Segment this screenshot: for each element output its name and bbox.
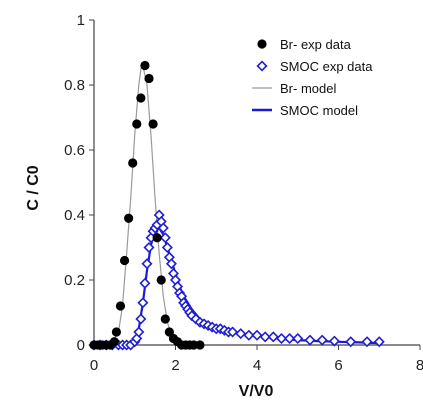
smoc-exp-data-point [328, 335, 340, 347]
smoc-exp-data-point [157, 222, 169, 234]
br-exp-data-point [119, 255, 130, 266]
smoc-exp-data-point [267, 331, 279, 343]
smoc-exp-data-point [227, 326, 239, 338]
br-exp-data-point [152, 233, 162, 243]
smoc-exp-data-point [292, 332, 304, 345]
br-exp-data-series [89, 60, 205, 350]
smoc-exp-data-point [243, 329, 255, 341]
legend-item-smoc-exp-data: SMOC exp data [256, 59, 373, 74]
br-exp-data-point [148, 119, 158, 129]
smoc-exp-data-point [304, 334, 316, 346]
br-exp-data-point [124, 213, 134, 223]
smoc-exp-data-point [373, 336, 385, 348]
y-axis-title: C / C0 [25, 165, 42, 210]
legend-swatch [256, 60, 268, 72]
legend-swatch [257, 39, 267, 49]
smoc-exp-data-point [159, 232, 171, 244]
y-tick-label: 0.2 [64, 272, 85, 289]
br-exp-data-point [144, 73, 154, 84]
legend-item-br-exp-data: Br- exp data [257, 37, 352, 52]
br-exp-data-point [115, 301, 126, 311]
smoc-exp-data-point [137, 297, 149, 309]
smoc-exp-data-point [361, 336, 373, 348]
smoc-exp-data-point [284, 332, 296, 345]
smoc-exp-data-series [88, 209, 385, 351]
tick-labels: 0 2 4 6 8 0 0.2 0.4 0.6 0.8 1 [64, 12, 423, 374]
br-exp-data-point [140, 60, 150, 71]
x-tick-label: 2 [171, 357, 179, 374]
smoc-exp-data-point [259, 331, 271, 343]
x-tick-label: 8 [416, 357, 423, 374]
smoc-exp-data-point [251, 329, 263, 341]
br-exp-data-point [136, 93, 146, 103]
legend: Br- exp data SMOC exp data Br- model SMOC m… [252, 37, 373, 118]
smoc-exp-data-point [161, 241, 173, 254]
x-tick-label: 0 [90, 357, 98, 374]
y-tick-label: 0 [77, 337, 85, 354]
y-tick-label: 1 [77, 12, 85, 29]
smoc-exp-data-point [139, 277, 151, 289]
legend-label: Br- exp data [280, 37, 352, 52]
br-exp-data-point [111, 327, 122, 337]
smoc-exp-data-point [275, 332, 287, 345]
legend-label: SMOC exp data [280, 59, 373, 74]
smoc-exp-data-point [133, 326, 145, 338]
smoc-exp-data-point [141, 258, 153, 270]
legend-item-br-model: Br- model [252, 81, 336, 96]
legend-label: Br- model [280, 81, 336, 96]
smoc-exp-data-point [165, 258, 177, 270]
smoc-exp-data-point [143, 241, 155, 254]
smoc-exp-data-point [235, 328, 247, 340]
br-exp-data-point [195, 340, 205, 350]
smoc-exp-data-point [135, 313, 147, 325]
y-tick-label: 0.6 [64, 142, 85, 159]
smoc-exp-data-point [316, 334, 328, 346]
br-exp-data-point [156, 275, 166, 285]
legend-item-smoc-model: SMOC model [252, 103, 358, 118]
y-tick-label: 0.8 [64, 77, 85, 94]
br-exp-data-point [132, 119, 142, 129]
x-axis-title: V/V0 [239, 383, 274, 400]
y-tick-label: 0.4 [64, 207, 85, 224]
series-layer [88, 60, 385, 351]
smoc-exp-data-point [131, 332, 143, 345]
br-exp-data-point [160, 314, 170, 324]
x-tick-label: 6 [334, 357, 342, 374]
br-exp-data-point [128, 158, 138, 168]
x-tick-label: 4 [253, 357, 261, 374]
br-exp-data-point [109, 337, 119, 347]
legend-label: SMOC model [280, 103, 358, 118]
smoc-exp-data-point [345, 336, 357, 348]
